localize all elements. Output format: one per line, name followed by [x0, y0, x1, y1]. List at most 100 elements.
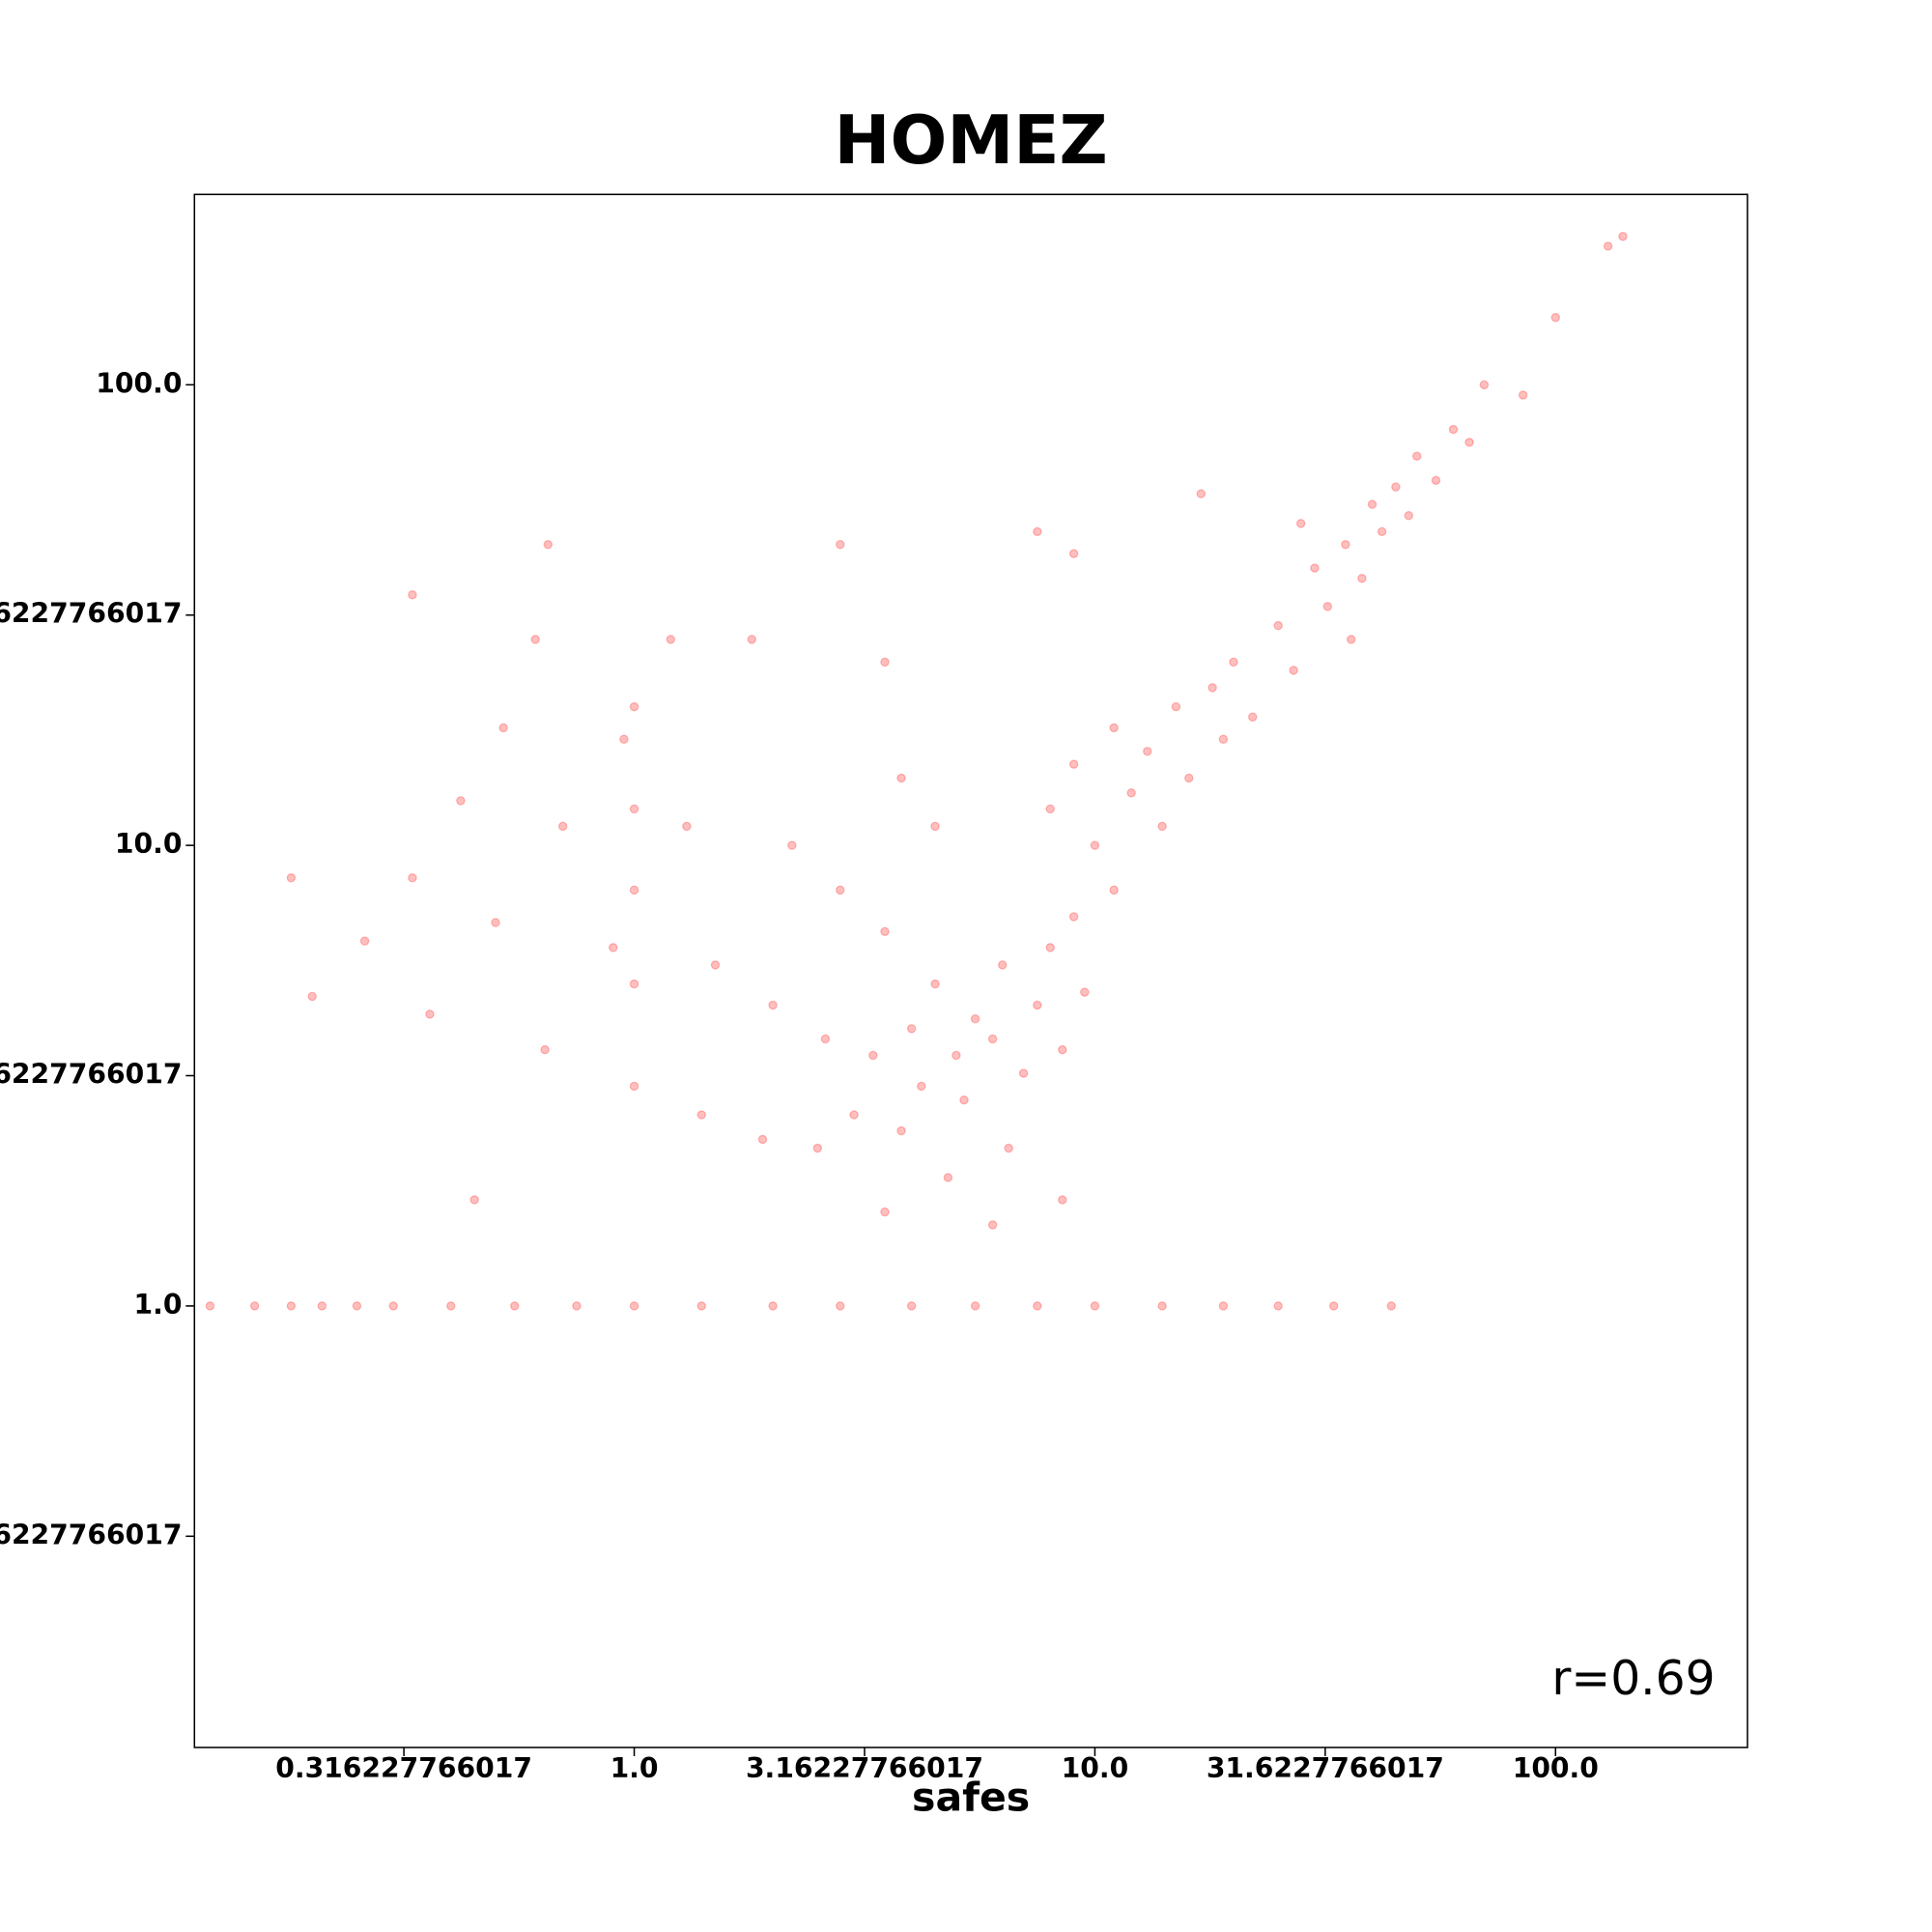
point — [696, 1110, 706, 1120]
point — [1045, 804, 1055, 814]
point — [1411, 451, 1422, 461]
point — [943, 1173, 953, 1182]
point — [1357, 573, 1367, 583]
point — [906, 1301, 917, 1311]
y-tick-label: 3.16227766017 — [0, 1059, 182, 1091]
point — [1033, 526, 1042, 537]
point — [1550, 312, 1561, 323]
point — [509, 1301, 520, 1311]
y-tick-label: 0.316227766017 — [0, 1519, 182, 1550]
point — [836, 539, 845, 550]
point — [1618, 231, 1628, 242]
point — [880, 657, 890, 668]
point — [1322, 602, 1333, 611]
chart-title: HOMEZ — [835, 102, 1108, 180]
point — [1518, 390, 1528, 400]
point — [629, 1081, 639, 1092]
point — [1295, 519, 1306, 528]
point — [1018, 1068, 1029, 1078]
point — [1346, 635, 1356, 644]
point — [286, 873, 297, 883]
point — [1448, 424, 1459, 435]
point — [836, 885, 845, 895]
point — [1004, 1143, 1013, 1153]
point — [1090, 840, 1100, 850]
point — [906, 1024, 917, 1034]
point — [286, 1301, 297, 1311]
point — [1068, 912, 1079, 922]
point — [710, 960, 721, 970]
point — [896, 773, 906, 783]
point — [1431, 475, 1441, 486]
point — [666, 635, 676, 644]
point — [1479, 380, 1490, 390]
point — [768, 1301, 778, 1311]
point — [629, 701, 639, 712]
point — [1033, 1000, 1042, 1010]
x-tick-label: 100.0 — [1513, 1752, 1599, 1784]
point — [1157, 1301, 1167, 1311]
point — [1109, 723, 1119, 733]
point — [1068, 549, 1079, 558]
point — [1464, 438, 1474, 447]
y-tick-label: 31.6227766017 — [0, 598, 182, 630]
point — [543, 539, 554, 550]
point — [896, 1125, 906, 1136]
point — [1058, 1044, 1067, 1055]
point — [1328, 1301, 1339, 1311]
point — [572, 1301, 582, 1311]
x-tick-label: 1.0 — [611, 1752, 659, 1784]
point — [1184, 773, 1194, 783]
point — [1126, 788, 1136, 798]
point — [997, 960, 1008, 970]
point — [530, 635, 540, 644]
point — [1045, 943, 1055, 952]
point — [787, 840, 797, 850]
point — [498, 723, 508, 733]
point — [557, 821, 568, 832]
point — [1171, 701, 1181, 712]
point — [608, 943, 618, 952]
point — [1386, 1301, 1397, 1311]
point — [205, 1301, 215, 1311]
point — [820, 1034, 831, 1044]
point — [696, 1301, 706, 1311]
point — [1033, 1301, 1042, 1311]
point — [446, 1301, 456, 1311]
point — [249, 1301, 260, 1311]
point — [1273, 1301, 1283, 1311]
point — [849, 1110, 859, 1120]
point — [629, 979, 639, 989]
point — [1143, 747, 1152, 756]
y-tick-label: 10.0 — [115, 828, 183, 860]
point — [1109, 885, 1119, 895]
point — [917, 1081, 926, 1092]
point — [1310, 563, 1320, 573]
point — [491, 918, 500, 927]
point — [1367, 499, 1378, 509]
x-tick-label: 10.0 — [1062, 1752, 1129, 1784]
point — [682, 821, 692, 832]
point — [1391, 482, 1401, 492]
annotation: r=0.69 — [1551, 1652, 1715, 1706]
point — [1218, 1301, 1229, 1311]
point — [836, 1301, 845, 1311]
point — [1080, 987, 1090, 997]
point — [930, 821, 940, 832]
point — [359, 936, 370, 946]
point — [1229, 657, 1238, 668]
point — [987, 1220, 998, 1230]
point — [1404, 511, 1414, 521]
point — [952, 1050, 961, 1061]
point — [987, 1034, 998, 1044]
point — [880, 1207, 890, 1217]
y-tick-label: 100.0 — [96, 367, 182, 399]
point — [469, 1195, 479, 1205]
y-tick-label: 1.0 — [134, 1289, 183, 1321]
point — [1157, 821, 1167, 832]
point — [930, 979, 940, 989]
point — [352, 1301, 362, 1311]
point — [1208, 683, 1217, 693]
point — [880, 926, 890, 937]
